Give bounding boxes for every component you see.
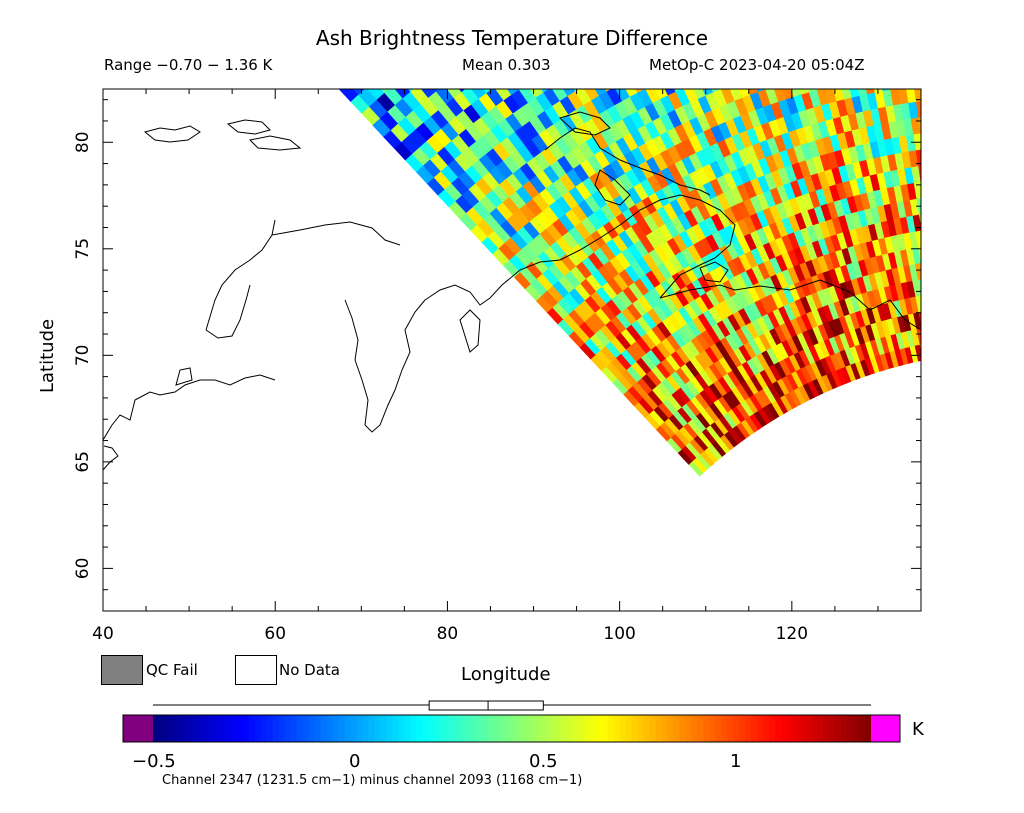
no-data-label: No Data: [279, 661, 340, 679]
no-data-swatch: [235, 655, 277, 685]
range-text: Range −0.70 − 1.36 K: [104, 56, 273, 74]
x-tick-label: 40: [92, 624, 114, 644]
y-tick-label: 75: [73, 238, 93, 260]
colorbar-tick-label: 0: [349, 751, 361, 772]
x-tick-label: 80: [437, 624, 459, 644]
colorbar-unit: K: [912, 719, 924, 740]
x-axis-label: Longitude: [461, 664, 551, 685]
plot-frame: [102, 88, 922, 612]
chart-title: Ash Brightness Temperature Difference: [315, 26, 709, 50]
qc-fail-label: QC Fail: [146, 661, 198, 679]
qc-fail-swatch: [101, 655, 143, 685]
y-tick-label: 70: [73, 345, 93, 367]
colorbar-tick-label: −0.5: [132, 751, 176, 772]
satellite-time-text: MetOp-C 2023-04-20 05:04Z: [649, 56, 865, 74]
colorbar-tick-label: 1: [730, 751, 742, 772]
x-tick-label: 100: [603, 624, 635, 644]
y-tick-label: 60: [73, 558, 93, 580]
x-tick-label: 120: [776, 624, 808, 644]
coastlines: [103, 111, 921, 471]
y-axis-label: Latitude: [37, 318, 58, 393]
channel-footnote: Channel 2347 (1231.5 cm−1) minus channel…: [162, 773, 583, 788]
swath-heatmap: [338, 89, 921, 477]
axis-ticks: [102, 89, 922, 612]
y-tick-label: 65: [73, 451, 93, 473]
colorbar-tick-label: 0.5: [529, 751, 558, 772]
x-tick-label: 60: [264, 624, 286, 644]
mean-text: Mean 0.303: [462, 56, 551, 74]
y-tick-label: 80: [73, 131, 93, 153]
